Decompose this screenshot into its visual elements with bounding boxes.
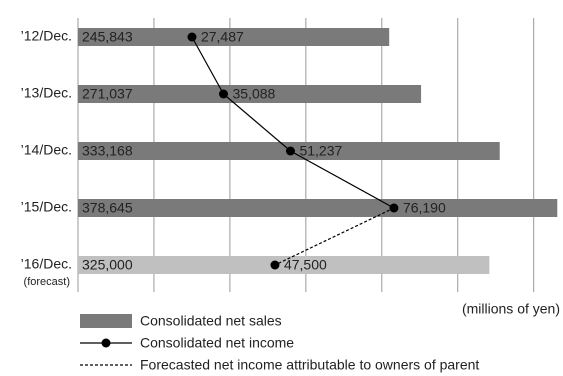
category-label: ’14/Dec.: [21, 142, 72, 158]
line-value-label: 51,237: [299, 143, 342, 159]
bar: [78, 85, 422, 103]
line-point: [187, 32, 197, 42]
forecast-label: (forecast): [24, 276, 70, 288]
line-point: [270, 260, 280, 270]
category-label: ’16/Dec.: [21, 256, 72, 272]
bar-value-label: 378,645: [82, 200, 133, 216]
line-point: [285, 146, 295, 156]
bar-value-label: 333,168: [82, 143, 133, 159]
line-point: [218, 89, 228, 99]
line-value-label: 47,500: [284, 257, 327, 273]
bar: [78, 199, 558, 217]
category-label: ’15/Dec.: [21, 199, 72, 215]
line-value-label: 76,190: [403, 200, 446, 216]
line: [191, 36, 395, 209]
bar-value-label: 271,037: [82, 86, 133, 102]
line-value-label: 35,088: [232, 86, 275, 102]
line: [274, 207, 395, 266]
bar-value-label: 245,843: [82, 29, 133, 45]
unit-label: (millions of yen): [462, 301, 560, 317]
legend-label: Consolidated net income: [140, 335, 294, 351]
line-value-label: 27,487: [201, 29, 244, 45]
legend-point: [101, 338, 111, 348]
category-label: ’12/Dec.: [21, 28, 72, 44]
legend-label: Forecasted net income attributable to ow…: [140, 357, 479, 373]
bar: [78, 28, 390, 46]
category-label: ’13/Dec.: [21, 85, 72, 101]
legend-label: Consolidated net sales: [140, 313, 282, 329]
legend-swatch: [80, 314, 132, 328]
bar: [78, 256, 490, 274]
bar-value-label: 325,000: [82, 257, 133, 273]
